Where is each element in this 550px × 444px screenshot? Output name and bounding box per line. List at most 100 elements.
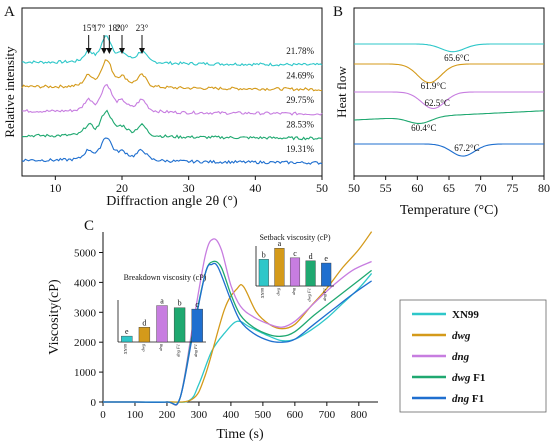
panel-a-label: A (4, 4, 15, 20)
b-xtick-label-1: 55 (380, 181, 392, 195)
legend-label-0: XN99 (452, 309, 479, 321)
c-xtick-label-0: 0 (100, 409, 106, 421)
inset_setback-bar-0 (258, 259, 269, 287)
peak-label-3: 20° (116, 23, 129, 33)
panel-a-frame (21, 7, 323, 177)
inset_breakdown-cat-4: dng F1 (193, 344, 198, 357)
inset_setback-cat-1: dwg (275, 287, 280, 295)
inset_breakdown-cat-1: dwg (140, 343, 145, 351)
c-ytick-label-4: 4000 (74, 277, 97, 289)
inset_breakdown-cat-2: dng (158, 343, 163, 351)
c-xtick-label-3: 300 (191, 409, 208, 421)
inset_breakdown-cat-3: dng F1 (176, 344, 181, 357)
inset_setback-cat-2: dng (291, 287, 296, 295)
peak-arrowhead-3 (119, 48, 125, 54)
legend-name-2: dng (452, 351, 470, 363)
c-ytick-label-0: 0 (91, 397, 97, 409)
inset_setback-letter-0: b (262, 250, 266, 259)
legend-label-4: dng F1 (452, 393, 484, 405)
b-xtick-label-2: 60 (411, 181, 423, 195)
inset_setback-cat-3: dwg F1 (307, 288, 312, 302)
panel-b: B 65.6°C 61.9°C 62.5°C 60.4°C 67.2°C 50 55 60 6… (333, 4, 550, 218)
panel-c-y-ticks: 0 1000 2000 3000 4000 5000 (74, 247, 103, 409)
panel-b-label: B (333, 4, 343, 20)
dsc-line-4 (354, 143, 544, 157)
xrd-line-2 (21, 83, 323, 116)
inset_breakdown-bar-0 (121, 335, 133, 343)
xrd-line-3 (21, 109, 323, 141)
legend-label-3: dwg F1 (452, 372, 485, 384)
panel-c: C 0 1000 2000 3000 4000 5000 0 100 200 300 400 500… (47, 218, 378, 442)
dsc-peak-label-0: 65.6°C (444, 53, 469, 63)
legend-suffix-4: F1 (469, 393, 484, 405)
xrd-line-0 (21, 35, 323, 67)
c-ytick-label-3: 3000 (74, 307, 97, 319)
inset_setback-letter-4: e (324, 254, 328, 263)
dsc-line-1 (354, 63, 544, 84)
c-ytick-label-1: 1000 (74, 367, 97, 379)
peak-label-2: 18° (108, 23, 121, 33)
c-xtick-label-2: 200 (159, 409, 176, 421)
inset-breakdown-plot: e XN99 d dwg a dng b dng F1 c dng F1 (117, 297, 206, 357)
inset_breakdown-letter-3: b (178, 299, 182, 308)
inset_setback-cat-0: XN99 (260, 287, 265, 299)
inset-breakdown: Breakdown viscosity (cP) e XN99 d dwg a dng b d… (117, 273, 207, 357)
xrd-percent-label-2: 29.75% (286, 95, 314, 105)
inset_setback-letter-1: a (278, 239, 282, 248)
inset_setback-bar-4 (321, 262, 332, 287)
panel-c-label: C (84, 218, 94, 234)
a-xtick-label-1: 20 (116, 181, 128, 195)
c-ytick-label-2: 2000 (74, 337, 97, 349)
legend-name-1: dwg (452, 330, 471, 342)
b-xtick-label-5: 75 (506, 181, 518, 195)
dsc-peak-label-3: 60.4°C (411, 123, 436, 133)
panel-a-peak-markers: 15°17° 18°20° 23° (82, 23, 149, 54)
legend-name-0: XN99 (452, 309, 479, 321)
inset_breakdown-bar-4 (191, 308, 203, 343)
inset_breakdown-letter-2: a (160, 297, 164, 306)
xrd-line-1 (21, 59, 323, 92)
legend-label-1: dwg (452, 330, 471, 342)
c-xtick-label-4: 400 (223, 409, 240, 421)
b-xtick-label-6: 80 (538, 181, 550, 195)
inset_breakdown-cat-0: XN99 (123, 343, 128, 355)
inset-setback: Setback viscosity (cP) b XN99 a dwg c dng d dwg… (255, 233, 334, 302)
dsc-peak-label-2: 62.5°C (424, 98, 449, 108)
c-xtick-label-5: 500 (255, 409, 272, 421)
inset_breakdown-bar-3 (173, 307, 186, 343)
panel-b-x-ticks: 50 55 60 65 70 75 80 (348, 176, 550, 195)
inset_setback-cat-4: dng F1 (322, 288, 327, 301)
a-xtick-label-2: 30 (183, 181, 195, 195)
xrd-percent-label-3: 28.53% (286, 120, 314, 130)
inset_breakdown-letter-0: e (125, 327, 129, 336)
rva-line-4 (103, 262, 372, 406)
inset_setback-bar-2 (289, 257, 301, 287)
dsc-line-0 (354, 43, 544, 53)
inset_breakdown-bar-1 (138, 327, 151, 343)
panel-c-ylabel: Viscosity(cP) (47, 279, 62, 355)
inset-breakdown-title: Breakdown viscosity (cP) (124, 273, 207, 282)
legend-label-2: dng (452, 351, 470, 363)
c-xtick-label-6: 600 (287, 409, 304, 421)
b-xtick-label-3: 65 (443, 181, 455, 195)
inset_breakdown-letter-4: c (195, 300, 199, 309)
c-xtick-label-1: 100 (127, 409, 144, 421)
panel-c-xlabel: Time (s) (216, 427, 264, 442)
panel-a-xlabel: Diffraction angle 2θ (°) (106, 194, 238, 209)
a-xtick-label-4: 50 (316, 181, 328, 195)
peak-arrowhead-2 (106, 48, 113, 54)
b-xtick-label-0: 50 (348, 181, 360, 195)
xrd-percent-label-4: 19.31% (286, 144, 314, 154)
panel-a-ylabel: Relative intensity (2, 46, 17, 138)
inset-setback-plot: b XN99 a dwg c dng d dwg F1 e dng F1 (255, 239, 334, 302)
legend-box (399, 299, 547, 413)
dsc-peak-label-1: 61.9°C (421, 81, 446, 91)
inset-setback-title: Setback viscosity (cP) (259, 233, 330, 242)
peak-arrowhead-1 (101, 48, 107, 54)
legend-name-3: dwg (452, 372, 471, 384)
dsc-peak-label-4: 67.2°C (454, 143, 479, 153)
a-xtick-label-3: 40 (249, 181, 261, 195)
